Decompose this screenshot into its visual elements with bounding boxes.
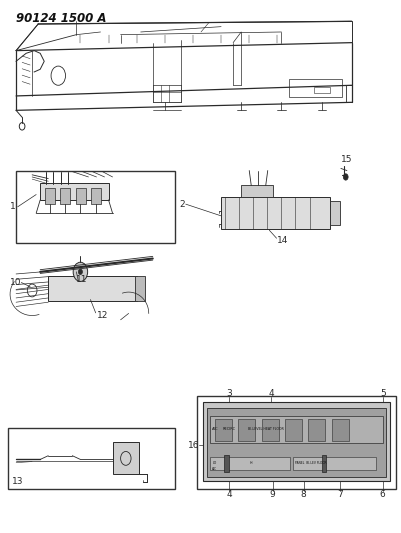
Text: 12: 12 bbox=[96, 311, 107, 320]
Bar bbox=[331, 419, 348, 441]
Bar bbox=[196, 396, 395, 489]
Text: BI-LEVEL HEAT FLOOR: BI-LEVEL HEAT FLOOR bbox=[248, 426, 284, 431]
Bar bbox=[207, 408, 385, 477]
Text: 6: 6 bbox=[379, 490, 385, 498]
Text: 15: 15 bbox=[340, 156, 352, 164]
Bar bbox=[329, 201, 339, 225]
Circle shape bbox=[342, 174, 347, 180]
Text: 9: 9 bbox=[269, 490, 275, 498]
Text: 5: 5 bbox=[379, 390, 385, 398]
Bar bbox=[209, 457, 290, 470]
Text: 2: 2 bbox=[179, 200, 184, 208]
Bar bbox=[209, 416, 382, 443]
Text: 8: 8 bbox=[300, 490, 306, 498]
Bar bbox=[60, 188, 70, 204]
Text: 10: 10 bbox=[10, 278, 22, 287]
Bar bbox=[261, 419, 278, 441]
Bar bbox=[308, 419, 324, 441]
Text: 90124 1500 A: 90124 1500 A bbox=[16, 12, 106, 25]
Bar bbox=[134, 276, 144, 301]
Text: A/C: A/C bbox=[212, 426, 218, 431]
Bar bbox=[45, 188, 55, 204]
Bar bbox=[321, 455, 326, 472]
Bar bbox=[8, 428, 174, 489]
Bar bbox=[293, 457, 375, 470]
Bar bbox=[16, 171, 174, 243]
Bar bbox=[75, 188, 85, 204]
Text: 14: 14 bbox=[277, 237, 288, 245]
Text: PANEL  BI-LEV FLOOR: PANEL BI-LEV FLOOR bbox=[295, 461, 326, 465]
Bar bbox=[203, 402, 389, 481]
Circle shape bbox=[78, 269, 82, 274]
Text: RECIRC: RECIRC bbox=[222, 426, 235, 431]
Text: 4: 4 bbox=[226, 490, 231, 498]
Text: 4: 4 bbox=[268, 390, 273, 398]
Text: LO: LO bbox=[212, 461, 216, 465]
Bar bbox=[313, 87, 329, 93]
Text: 11: 11 bbox=[76, 276, 88, 284]
Bar bbox=[221, 197, 329, 229]
Bar bbox=[215, 419, 231, 441]
Bar bbox=[40, 183, 108, 200]
Bar bbox=[284, 419, 301, 441]
Bar bbox=[241, 185, 273, 197]
Bar bbox=[91, 188, 101, 204]
Bar bbox=[289, 79, 341, 97]
Text: 3: 3 bbox=[226, 390, 231, 398]
Text: HI: HI bbox=[249, 461, 252, 465]
Bar bbox=[48, 276, 136, 301]
Text: 13: 13 bbox=[12, 477, 24, 486]
Bar bbox=[238, 419, 255, 441]
Circle shape bbox=[73, 262, 87, 281]
Text: A/C: A/C bbox=[212, 467, 217, 471]
Text: 1: 1 bbox=[10, 203, 16, 211]
Bar bbox=[224, 455, 229, 472]
Bar bbox=[112, 442, 138, 474]
Text: 7: 7 bbox=[336, 490, 342, 498]
Text: 16: 16 bbox=[187, 441, 198, 449]
